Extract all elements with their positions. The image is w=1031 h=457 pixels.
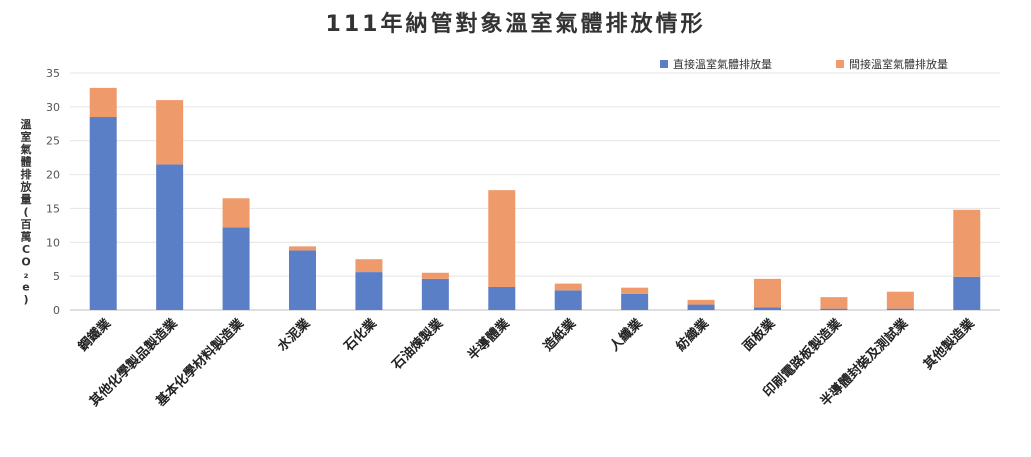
legend-label: 間接溫室氣體排放量 — [849, 57, 948, 71]
x-tick-label: 水泥業 — [274, 315, 314, 355]
bar-indirect — [222, 198, 250, 228]
bar-indirect — [89, 87, 117, 118]
y-tick-label: 20 — [46, 169, 60, 182]
y-axis-ticks: 0 5 10 15 20 25 30 35 — [46, 67, 60, 317]
bar-direct — [754, 307, 781, 310]
legend-swatch — [836, 60, 844, 68]
legend-label: 直接溫室氣體排放量 — [673, 57, 772, 71]
x-axis-labels: 鋼鐵業其他化學製品製造業基本化學材料製造業 水泥業 石化業 石油煉製業 半導體業 造紙業人… — [74, 315, 978, 410]
x-tick-label: 鋼鐵業 — [74, 315, 114, 355]
bar-direct — [554, 290, 582, 310]
bar-indirect — [621, 287, 649, 294]
y-tick-label: 35 — [46, 67, 60, 80]
bar-indirect — [355, 259, 383, 273]
y-axis-label-text: 溫室氣體排放量(百萬 C O ₂ e) — [20, 117, 33, 306]
bar-indirect — [156, 100, 184, 165]
x-tick-label: 石化業 — [340, 315, 380, 355]
bar-direct — [156, 164, 184, 310]
y-tick-label: 15 — [46, 202, 60, 215]
y-tick-label: 30 — [46, 101, 60, 114]
bar-direct — [687, 304, 715, 310]
bar-direct — [488, 286, 516, 310]
bar-direct — [886, 308, 914, 310]
x-tick-label: 紡織業 — [673, 315, 713, 355]
legend-swatch — [660, 60, 668, 68]
x-tick-label: 半導體業 — [465, 315, 514, 364]
bar-indirect — [754, 278, 781, 308]
y-tick-label: 10 — [46, 236, 60, 249]
bar-direct — [421, 278, 449, 310]
x-tick-label: 面板業 — [739, 315, 779, 355]
x-tick-label: 人纖業 — [607, 315, 647, 355]
y-tick-label: 0 — [53, 304, 60, 317]
bar-indirect — [886, 291, 914, 309]
bar-direct — [820, 308, 848, 310]
bar-direct — [621, 293, 649, 310]
bar-direct — [222, 227, 250, 310]
x-tick-label: 造紙業 — [540, 315, 580, 355]
bar-direct — [289, 250, 316, 310]
y-axis-label: 溫室氣體排放量(百萬 C O ₂ e) — [20, 117, 33, 306]
bar-indirect — [820, 297, 848, 309]
bar-indirect — [687, 299, 715, 305]
bar-direct — [355, 272, 383, 310]
bar-indirect — [953, 209, 981, 277]
bar-direct — [89, 117, 117, 310]
y-tick-label: 25 — [46, 135, 60, 148]
y-tick-label: 5 — [53, 270, 60, 283]
bars — [89, 87, 981, 310]
gridlines — [70, 72, 1000, 311]
legend: 直接溫室氣體排放量 間接溫室氣體排放量 — [660, 57, 948, 71]
x-tick-label: 石油煉製業 — [388, 315, 447, 374]
bar-indirect — [289, 246, 316, 251]
chart-title: 111年納管對象溫室氣體排放情形 — [325, 12, 706, 37]
x-tick-label: 其他製造業 — [920, 315, 978, 373]
bar-indirect — [421, 272, 449, 279]
bar-indirect — [488, 190, 516, 287]
bar-indirect — [554, 283, 582, 291]
bar-direct — [953, 276, 981, 310]
